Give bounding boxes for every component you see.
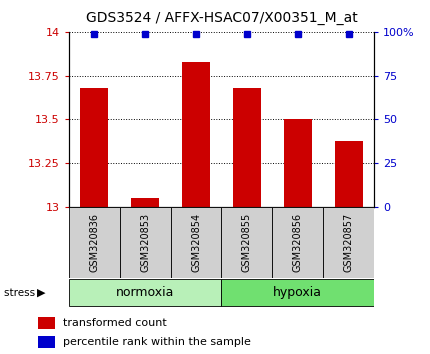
Text: ▶: ▶ [37, 288, 45, 298]
Bar [38, 317, 55, 329]
Bar [69, 207, 120, 278]
Text: normoxia: normoxia [116, 286, 174, 299]
Text: GSM320853: GSM320853 [140, 213, 150, 272]
Text: GSM320855: GSM320855 [242, 213, 252, 272]
Text: transformed count: transformed count [63, 318, 166, 328]
Text: GSM320854: GSM320854 [191, 213, 201, 272]
Bar [182, 62, 210, 207]
Bar [335, 141, 362, 207]
Bar [69, 279, 221, 307]
Text: stress: stress [4, 288, 39, 298]
Bar [221, 279, 374, 307]
Text: GSM320836: GSM320836 [89, 213, 99, 272]
Bar [80, 88, 108, 207]
Bar [120, 207, 171, 278]
Bar [171, 207, 221, 278]
Text: GDS3524 / AFFX-HSAC07/X00351_M_at: GDS3524 / AFFX-HSAC07/X00351_M_at [86, 11, 357, 25]
Bar [221, 207, 272, 278]
Bar [323, 207, 374, 278]
Bar [38, 336, 55, 348]
Bar [131, 198, 159, 207]
Text: GSM320857: GSM320857 [344, 213, 353, 272]
Bar [233, 88, 261, 207]
Bar [284, 120, 312, 207]
Text: hypoxia: hypoxia [273, 286, 322, 299]
Text: percentile rank within the sample: percentile rank within the sample [63, 337, 251, 347]
Bar [272, 207, 323, 278]
Text: GSM320856: GSM320856 [293, 213, 303, 272]
